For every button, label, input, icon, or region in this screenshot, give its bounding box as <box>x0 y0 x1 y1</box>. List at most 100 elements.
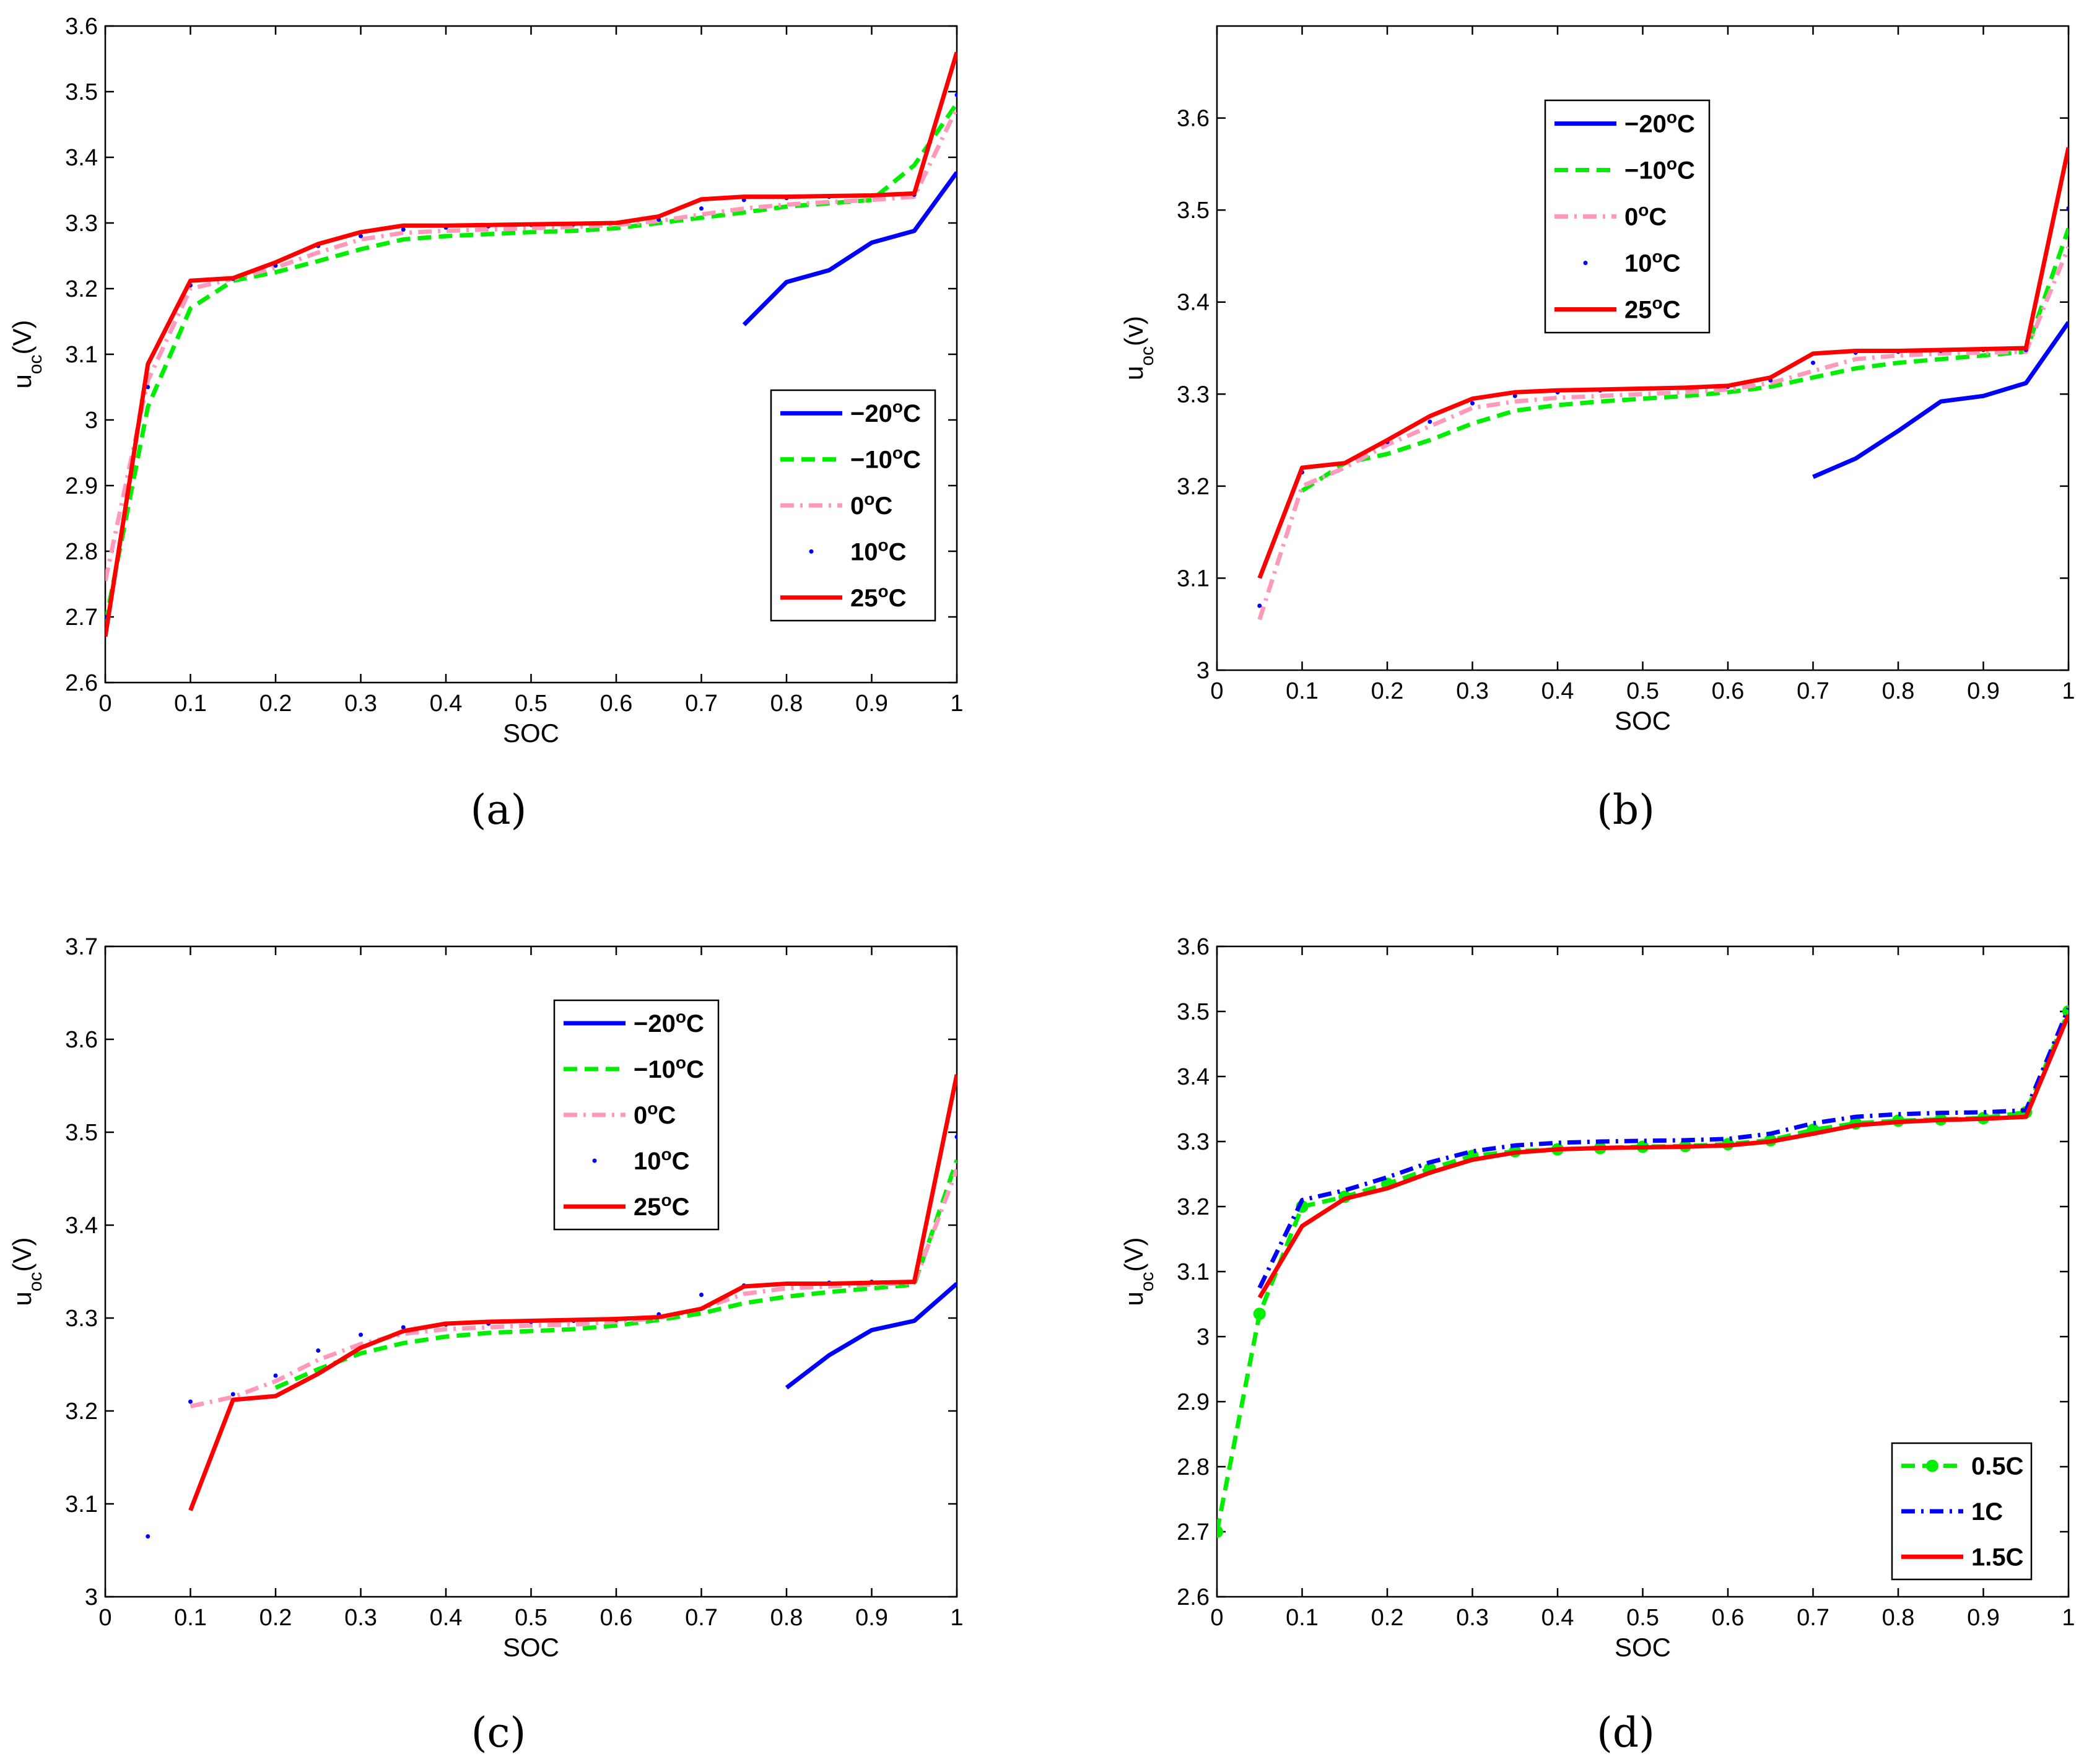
chart-c-series-group <box>146 1074 957 1539</box>
chart-c-xtick-label-6: 0.6 <box>600 1605 633 1631</box>
chart-a-legend-label-2: 0oC <box>850 489 892 520</box>
chart-c-legend-name-0: −20 <box>634 1010 676 1037</box>
chart-d-xtick-label-7: 0.7 <box>1797 1605 1829 1631</box>
chart-d-legend-name-1: 1C <box>1971 1498 2003 1526</box>
chart-c-legend-unit-4: C <box>672 1194 690 1221</box>
chart-b-series-3-point-0 <box>1257 603 1262 608</box>
chart-c-legend-label-0: −20oC <box>634 1007 704 1038</box>
chart-d-ytick-label-6: 3.2 <box>1177 1194 1210 1220</box>
chart-c-legend-degree-2: o <box>647 1099 658 1118</box>
chart-d-ytick-label-7: 3.3 <box>1177 1129 1210 1155</box>
chart-c-legend-unit-3: C <box>672 1148 690 1175</box>
chart-a-ytick-label-10: 3.6 <box>65 14 98 40</box>
chart-b-legend-unit-2: C <box>1649 204 1667 231</box>
chart-b-xtick-label-6: 0.6 <box>1712 678 1745 704</box>
chart-c-ytick-label-3: 3.3 <box>65 1306 98 1332</box>
chart-a-xtick-label-4: 0.4 <box>430 691 463 717</box>
chart-a-ytick-label-7: 3.3 <box>65 211 98 237</box>
chart-a-legend-degree-3: o <box>878 535 889 554</box>
chart-a-legend-degree-2: o <box>864 489 874 509</box>
chart-d-legend-name-2: 1.5C <box>1971 1544 2024 1571</box>
chart-b-series-2 <box>1257 246 2069 621</box>
chart-d-ytick-label-1: 2.7 <box>1177 1519 1210 1545</box>
chart-d-legend-label-2: 1.5C <box>1971 1544 2024 1571</box>
chart-c-ytick-label-5: 3.5 <box>65 1120 98 1146</box>
chart-c-xlabel: SOC <box>503 1633 559 1662</box>
chart-a-xtick-label-7: 0.7 <box>685 691 718 717</box>
chart-c-series-2 <box>190 1168 957 1408</box>
chart-a: 0 0.1 0.2 0.3 0.4 0.5 0.6 0.7 0.8 0.9 1 2.6 2.7 2.8 2.… <box>7 14 964 834</box>
chart-c-legend-label-4: 25oC <box>634 1190 690 1221</box>
chart-b-series-0 <box>1812 321 2069 479</box>
chart-d-legend-swatch-0-marker-0 <box>1926 1459 1938 1472</box>
chart-c-series-3-point-2 <box>230 1392 235 1397</box>
chart-d-ylabel: uoc(V) <box>1119 1237 1158 1306</box>
chart-b-ytick-label-4: 3.4 <box>1177 290 1210 316</box>
chart-b-legend-label-3: 10oC <box>1624 247 1681 277</box>
chart-a-series-3-point-7 <box>401 227 406 232</box>
chart-c-ylabel: uoc(V) <box>7 1237 46 1306</box>
chart-d-ylabel-rest: (V) <box>1119 1237 1148 1272</box>
chart-c-ylabel-rest: (V) <box>7 1237 37 1272</box>
chart-d-ytick-label-8: 3.4 <box>1177 1064 1210 1090</box>
chart-a-xtick-label-6: 0.6 <box>600 691 633 717</box>
chart-a-ytick-label-0: 2.6 <box>65 670 98 696</box>
chart-a-legend-label-4: 25oC <box>850 581 907 612</box>
chart-b-ylabel-sub: oc <box>1137 346 1158 366</box>
chart-a-ytick-label-9: 3.5 <box>65 79 98 105</box>
chart-c-xtick-label-9: 0.9 <box>855 1605 888 1631</box>
chart-b-legend-box <box>1544 99 1711 334</box>
chart-c-legend-label-2: 0oC <box>634 1099 676 1130</box>
chart-b-legend-degree-2: o <box>1638 200 1649 219</box>
chart-a-xtick-label-9: 0.9 <box>855 691 888 717</box>
chart-a-legend-name-2: 0 <box>850 492 864 520</box>
chart-a-series-3-point-1 <box>146 385 150 390</box>
chart-a-legend-label-3: 10oC <box>850 535 907 566</box>
chart-b-legend-degree-0: o <box>1667 107 1677 126</box>
chart-b-xtick-label-1: 0.1 <box>1286 678 1319 704</box>
chart-a-legend-unit-1: C <box>903 447 921 474</box>
chart-b-series-4 <box>1257 147 2069 579</box>
chart-d-xtick-label-1: 0.1 <box>1286 1605 1319 1631</box>
chart-c-xtick-label-8: 0.8 <box>770 1605 803 1631</box>
chart-c-xtick-label-2: 0.2 <box>259 1605 292 1631</box>
chart-a-series-1 <box>105 102 957 624</box>
chart-b-xtick-label-8: 0.8 <box>1882 678 1915 704</box>
chart-a-series-group <box>105 51 957 637</box>
chart-d-ylabel-main: u <box>1119 1291 1148 1306</box>
chart-b-legend-degree-3: o <box>1652 247 1663 266</box>
chart-d-xtick-label-0: 0 <box>1210 1605 1223 1631</box>
chart-b-ylabel-rest: (v) <box>1119 316 1148 346</box>
chart-a-ytick-label-1: 2.7 <box>65 605 98 631</box>
chart-d-xtick-label-2: 0.2 <box>1371 1605 1404 1631</box>
chart-c-series-3-point-4 <box>316 1348 321 1353</box>
chart-c-series-3-point-1 <box>188 1399 193 1404</box>
chart-b-xtick-label-0: 0 <box>1210 678 1223 704</box>
chart-d-ytick-label-10: 3.6 <box>1177 934 1210 960</box>
chart-a-series-3-point-14 <box>699 206 704 211</box>
chart-b-xtick-label-3: 0.3 <box>1456 678 1489 704</box>
chart-b-series-3-point-6 <box>1512 393 1517 398</box>
chart-a-legend-unit-2: C <box>874 492 892 520</box>
chart-c-series-3-point-6 <box>401 1325 406 1330</box>
chart-d-series-group <box>1217 1005 2069 1538</box>
chart-c-ytick-label-0: 3 <box>85 1584 98 1610</box>
chart-a-ylabel: uoc(V) <box>7 320 46 388</box>
chart-a-legend-degree-0: o <box>892 397 903 416</box>
chart-b-ytick-label-5: 3.5 <box>1177 198 1210 224</box>
chart-b-ytick-label-0: 3 <box>1197 658 1210 684</box>
chart-c-xtick-label-4: 0.4 <box>430 1605 463 1631</box>
chart-a-xtick-label-8: 0.8 <box>770 691 803 717</box>
chart-a-ytick-label-5: 3.1 <box>65 342 98 368</box>
chart-a-ylabel-main: u <box>7 374 37 388</box>
chart-c-legend-unit-0: C <box>686 1010 704 1037</box>
chart-b-legend-label-1: −10oC <box>1624 154 1695 185</box>
chart-b-legend-label-4: 25oC <box>1624 293 1681 324</box>
chart-a-ylabel-sub: oc <box>25 354 46 374</box>
chart-b-legend-degree-1: o <box>1667 154 1677 173</box>
chart-b-xlabel: SOC <box>1615 706 1671 735</box>
chart-b-legend-name-3: 10 <box>1624 250 1652 277</box>
chart-d-legend-name-0: 0.5C <box>1971 1453 2024 1480</box>
chart-b-series-3-point-13 <box>1811 360 1815 365</box>
